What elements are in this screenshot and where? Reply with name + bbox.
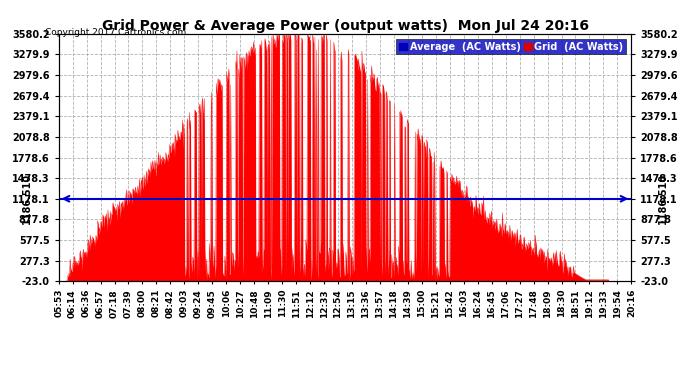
Legend: Average  (AC Watts), Grid  (AC Watts): Average (AC Watts), Grid (AC Watts) bbox=[396, 39, 627, 54]
Text: Copyright 2017 Cartronics.com: Copyright 2017 Cartronics.com bbox=[45, 28, 186, 37]
Text: 1186.510: 1186.510 bbox=[658, 173, 668, 224]
Text: 1186.510: 1186.510 bbox=[22, 173, 32, 224]
Title: Grid Power & Average Power (output watts)  Mon Jul 24 20:16: Grid Power & Average Power (output watts… bbox=[101, 19, 589, 33]
